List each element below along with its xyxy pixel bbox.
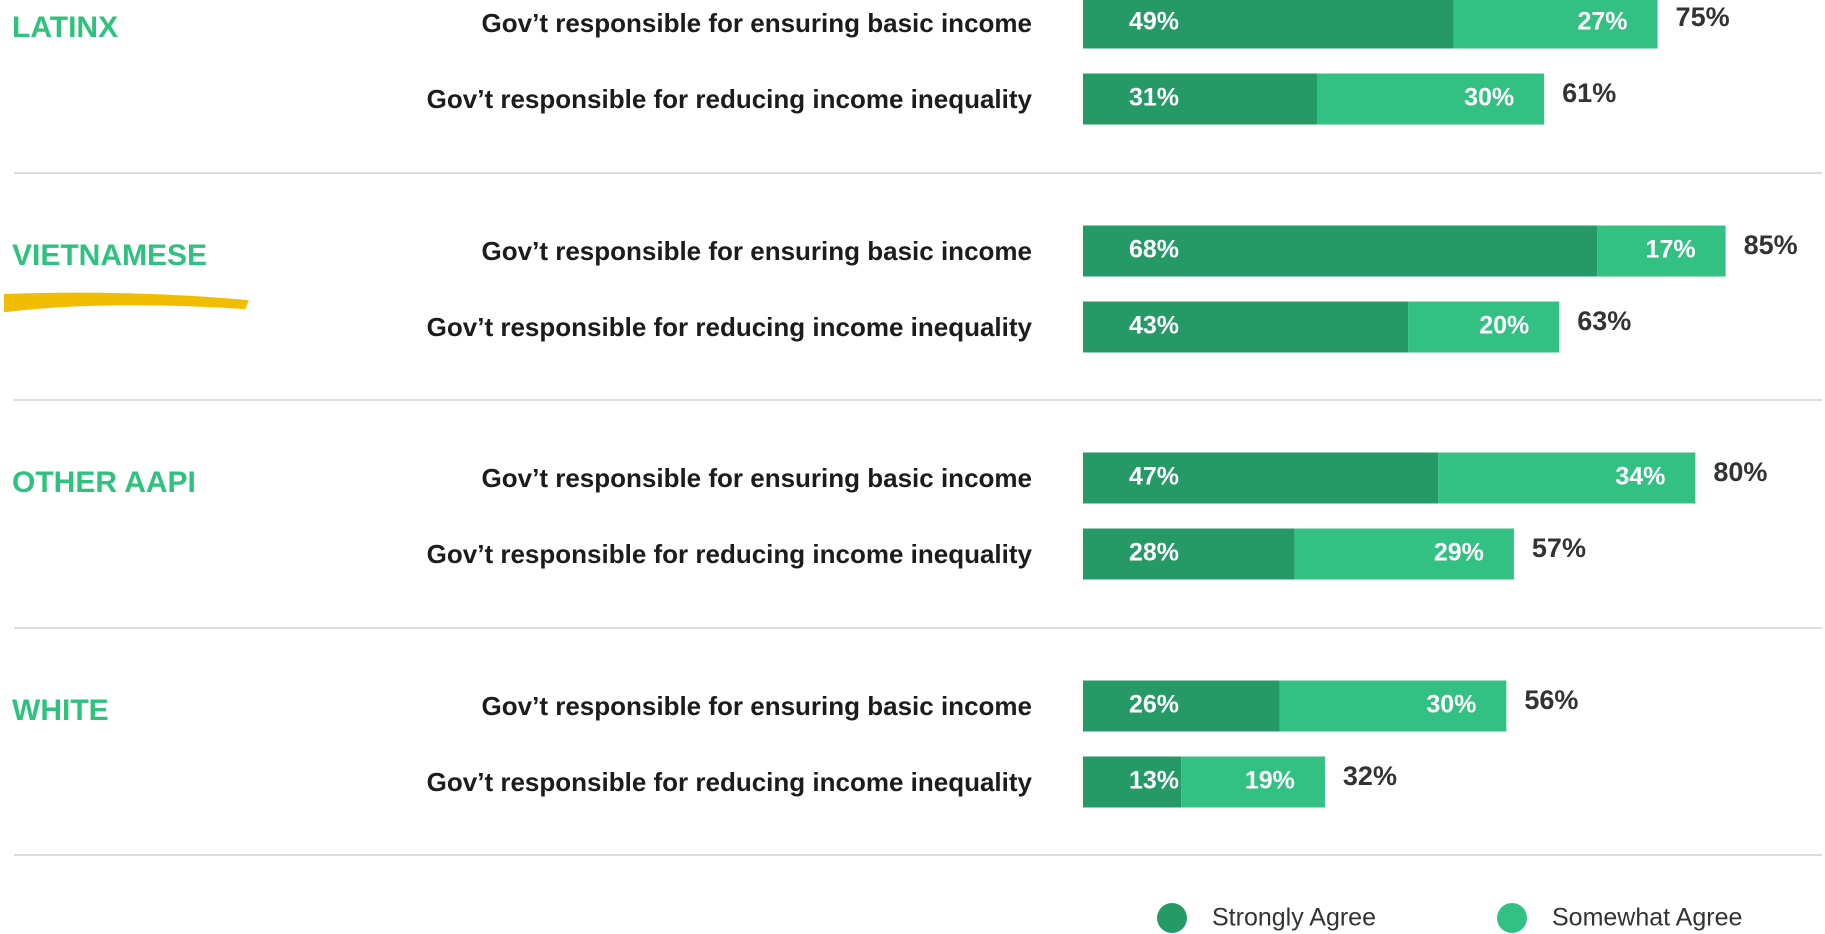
total-label: 61%	[1562, 78, 1616, 108]
legend-label: Strongly Agree	[1212, 904, 1376, 932]
total-label: 56%	[1524, 685, 1578, 715]
value-label: 13%	[1129, 767, 1179, 795]
bar-segment	[1083, 0, 1454, 49]
value-label: 27%	[1578, 8, 1628, 36]
bar-segment	[1294, 528, 1514, 580]
legend-swatch	[1157, 903, 1187, 933]
group-label: WHITE	[12, 694, 109, 727]
category-label: Gov’t responsible for reducing income in…	[427, 312, 1033, 342]
bar-segment	[1317, 73, 1545, 125]
category-label: Gov’t responsible for ensuring basic inc…	[482, 463, 1032, 493]
bar-segment	[1083, 680, 1280, 732]
value-label: 30%	[1464, 84, 1514, 112]
bar-segment	[1083, 73, 1318, 125]
value-label: 49%	[1129, 8, 1179, 36]
group-label: VIETNAMESE	[12, 239, 207, 272]
value-label: 17%	[1646, 236, 1696, 264]
value-label: 31%	[1129, 84, 1179, 112]
total-label: 57%	[1532, 533, 1586, 563]
group-label: OTHER AAPI	[12, 466, 196, 499]
value-label: 19%	[1245, 767, 1295, 795]
group-label: LATINX	[12, 11, 118, 44]
value-label: 29%	[1434, 539, 1484, 567]
bar-segment	[1181, 756, 1325, 808]
category-label: Gov’t responsible for ensuring basic inc…	[482, 691, 1032, 721]
category-label: Gov’t responsible for reducing income in…	[427, 539, 1033, 569]
value-label: 26%	[1129, 691, 1179, 719]
bar-segment	[1279, 680, 1507, 732]
value-label: 30%	[1426, 691, 1476, 719]
value-label: 47%	[1129, 463, 1179, 491]
value-label: 28%	[1129, 539, 1179, 567]
bar-segment	[1083, 528, 1295, 580]
total-label: 32%	[1343, 761, 1397, 791]
category-label: Gov’t responsible for ensuring basic inc…	[482, 8, 1032, 38]
bar-segment	[1083, 225, 1598, 277]
highlight-stroke	[3, 292, 249, 313]
total-label: 63%	[1577, 306, 1631, 336]
value-label: 20%	[1479, 312, 1529, 340]
category-label: Gov’t responsible for ensuring basic inc…	[482, 236, 1032, 266]
category-label: Gov’t responsible for reducing income in…	[427, 767, 1033, 797]
bar-segment	[1083, 301, 1409, 353]
legend-swatch	[1497, 903, 1527, 933]
total-label: 75%	[1676, 2, 1730, 32]
total-label: 80%	[1713, 457, 1767, 487]
value-label: 68%	[1129, 236, 1179, 264]
bar-segment	[1408, 301, 1560, 353]
bar-segment	[1083, 452, 1439, 504]
bar-segment	[1597, 225, 1726, 277]
value-label: 34%	[1615, 463, 1665, 491]
value-label: 43%	[1129, 312, 1179, 340]
total-label: 85%	[1744, 230, 1798, 260]
bar-segment	[1438, 452, 1696, 504]
bar-segment	[1083, 756, 1182, 808]
category-label: Gov’t responsible for reducing income in…	[427, 84, 1033, 114]
bar-segment	[1453, 0, 1658, 49]
legend-label: Somewhat Agree	[1552, 904, 1742, 932]
